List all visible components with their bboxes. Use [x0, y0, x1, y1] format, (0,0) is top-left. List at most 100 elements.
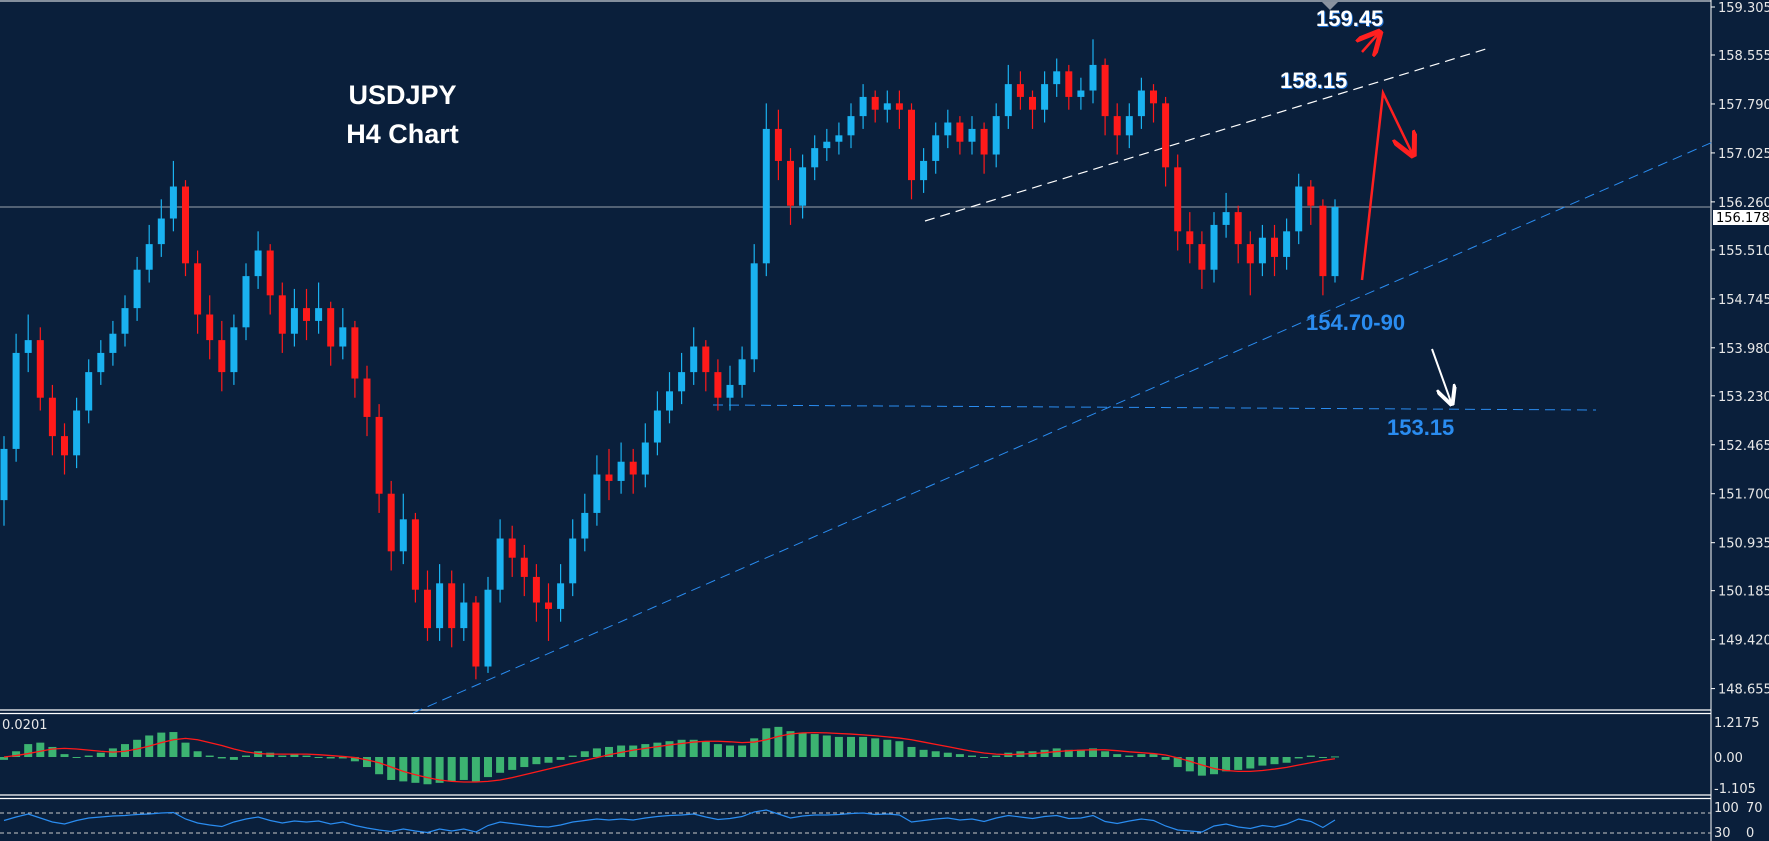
candle-body	[278, 295, 286, 334]
candle-body	[859, 96, 867, 117]
white-arrow-down	[1431, 348, 1451, 402]
macd-bar	[484, 757, 492, 778]
macd-bar	[629, 745, 638, 757]
candle	[738, 346, 746, 398]
macd-bar	[568, 755, 577, 757]
candle-body	[436, 583, 444, 629]
rsi-tick-label: 30	[1714, 826, 1731, 841]
candle-body	[557, 583, 565, 609]
candle-body	[85, 372, 93, 411]
candle-body	[799, 167, 807, 206]
macd-bar	[290, 754, 299, 757]
candle	[290, 288, 298, 347]
candle-body	[496, 538, 504, 590]
macd-bar	[1149, 754, 1158, 757]
candle	[1271, 224, 1278, 277]
candle-body	[206, 314, 214, 341]
macd-bar	[266, 752, 275, 757]
candle-body	[702, 346, 710, 373]
macd-bar	[157, 732, 166, 757]
candle	[411, 512, 419, 603]
top-marker-icon	[1322, 2, 1338, 10]
candle-body	[690, 346, 698, 373]
candle	[762, 103, 770, 277]
macd-bar	[810, 734, 819, 757]
candle-body	[593, 474, 601, 513]
macd-panel	[0, 726, 1339, 785]
candle-body	[0, 448, 8, 501]
candle	[920, 148, 928, 193]
macd-bar	[992, 755, 1001, 757]
candle-body	[726, 384, 734, 398]
candle-body	[327, 308, 335, 347]
candle-body	[145, 244, 153, 270]
candle-body	[157, 218, 165, 245]
macd-bar	[1234, 757, 1243, 770]
macd-bar	[1306, 755, 1315, 757]
price-tick-label: 151.700	[1718, 488, 1769, 503]
candle	[484, 576, 492, 673]
candle	[1295, 173, 1303, 245]
macd-bar	[12, 751, 21, 757]
candle-body	[1307, 186, 1315, 206]
candle-body	[1016, 84, 1024, 97]
candle-body	[569, 538, 577, 584]
candle-body	[895, 103, 903, 110]
candle-body	[1271, 237, 1278, 257]
candle	[593, 455, 601, 526]
candle-body	[762, 128, 770, 264]
macd-bar	[508, 757, 517, 770]
candle	[97, 340, 105, 385]
candle	[145, 224, 153, 283]
candle	[702, 340, 710, 392]
candle-body	[424, 589, 431, 629]
rsi-tick-label: 0	[1746, 826, 1754, 841]
candle	[1210, 212, 1218, 283]
macd-bar	[1089, 748, 1097, 757]
macd-bar	[169, 732, 178, 757]
candle-body	[1210, 224, 1218, 270]
macd-bar	[459, 757, 468, 780]
candle-body	[133, 269, 141, 309]
macd-bar	[72, 757, 81, 758]
candle	[1198, 231, 1206, 289]
candle	[956, 116, 964, 155]
macd-bar	[798, 732, 807, 757]
candle-body	[73, 410, 81, 456]
candle-body	[1089, 64, 1097, 91]
candle	[617, 442, 625, 494]
candle	[363, 365, 371, 437]
candle	[641, 423, 649, 488]
candle	[508, 525, 516, 577]
candle	[242, 263, 250, 341]
macd-bar	[1210, 757, 1218, 775]
candle	[194, 250, 202, 334]
candle-body	[339, 327, 347, 347]
price-tick-label: 157.025	[1718, 147, 1769, 162]
macd-bar	[350, 757, 359, 762]
candle-body	[883, 103, 891, 110]
candle	[436, 564, 444, 641]
macd-bar	[0, 757, 8, 760]
price-tick-label: 148.655	[1718, 683, 1769, 698]
candle-body	[484, 589, 492, 667]
macd-bar	[193, 751, 202, 757]
support-low-label: 153.15	[1387, 415, 1455, 440]
candle	[908, 103, 915, 200]
macd-bar	[1076, 749, 1085, 757]
macd-bar	[677, 739, 686, 757]
red-arrow-up-small	[1362, 34, 1378, 52]
macd-bar	[387, 757, 396, 780]
candle	[557, 564, 565, 622]
macd-bar	[302, 755, 311, 757]
macd-bar	[895, 741, 904, 757]
macd-tick-label: 0.00	[1714, 751, 1743, 766]
candle	[520, 544, 528, 597]
candle	[532, 564, 540, 622]
candle-body	[617, 461, 625, 481]
candle	[399, 493, 407, 565]
candle	[1222, 192, 1230, 238]
panel-separators	[0, 709, 1711, 800]
candle-body	[714, 372, 722, 398]
